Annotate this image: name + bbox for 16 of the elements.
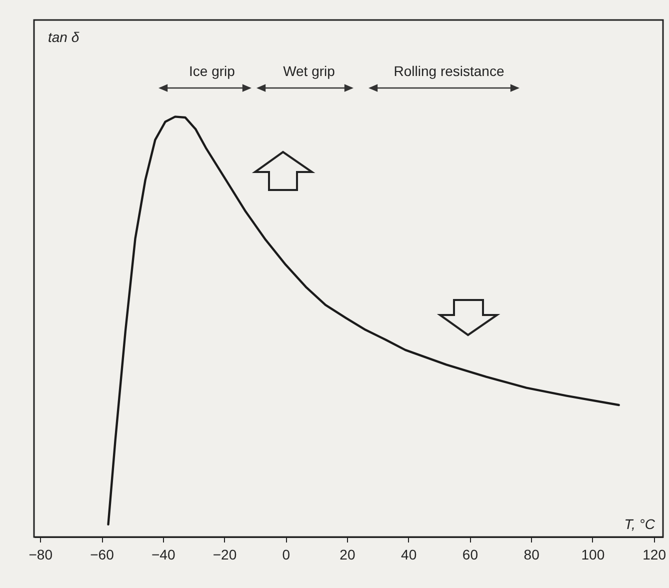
- x-tick-label: 60: [462, 546, 478, 562]
- text: Ice grip: [189, 63, 236, 79]
- text: Rolling resistance: [394, 63, 504, 79]
- x-tick-label: 100: [581, 546, 605, 562]
- x-tick-label: 0: [282, 546, 290, 562]
- x-tick-label: 40: [401, 546, 417, 562]
- x-tick-label: −40: [151, 546, 176, 562]
- x-tick-label: 80: [524, 546, 540, 562]
- text: tan δ: [48, 29, 80, 45]
- x-tick-label: −20: [212, 546, 237, 562]
- text: Wet grip: [283, 63, 336, 79]
- x-tick-label: 120: [642, 546, 666, 562]
- x-tick-label: −80: [28, 546, 53, 562]
- x-tick-label: 20: [340, 546, 356, 562]
- x-axis-title: T, °C: [624, 516, 656, 532]
- x-tick-label: −60: [90, 546, 114, 562]
